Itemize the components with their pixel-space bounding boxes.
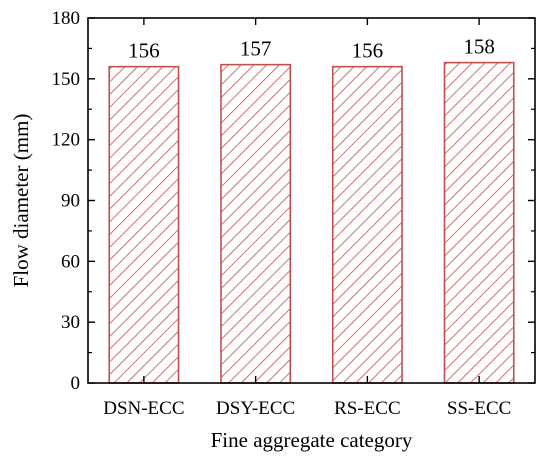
bar (331, 65, 403, 384)
x-tick-label: SS-ECC (447, 398, 511, 419)
bar-value-label: 156 (352, 39, 384, 63)
x-axis-ticks: DSN-ECC DSY-ECC RS-ECC SS-ECC (103, 18, 511, 419)
bar-value-label: 156 (128, 39, 160, 63)
y-tick-label: 150 (52, 69, 81, 90)
bar (220, 63, 292, 384)
x-tick-label: DSY-ECC (216, 398, 295, 419)
bar (443, 61, 515, 384)
y-tick-label: 90 (61, 191, 80, 212)
y-axis-title: Flow diameter (mm) (9, 114, 33, 288)
y-tick-label: 120 (52, 130, 81, 151)
bars-group (108, 61, 515, 384)
data-labels-group: 156 157 156 158 (128, 35, 495, 63)
y-tick-label: 180 (52, 8, 81, 29)
bar-value-label: 157 (240, 37, 272, 61)
y-tick-label: 60 (61, 251, 80, 272)
bar (108, 65, 180, 384)
x-tick-label: RS-ECC (334, 398, 401, 419)
y-tick-label: 30 (61, 312, 80, 333)
x-tick-label: DSN-ECC (103, 398, 184, 419)
y-tick-label: 0 (71, 373, 81, 394)
bar-value-label: 158 (463, 35, 495, 59)
x-axis-title: Fine aggregate category (211, 428, 413, 452)
y-axis-ticks: 0 30 60 90 120 150 180 (52, 8, 535, 394)
